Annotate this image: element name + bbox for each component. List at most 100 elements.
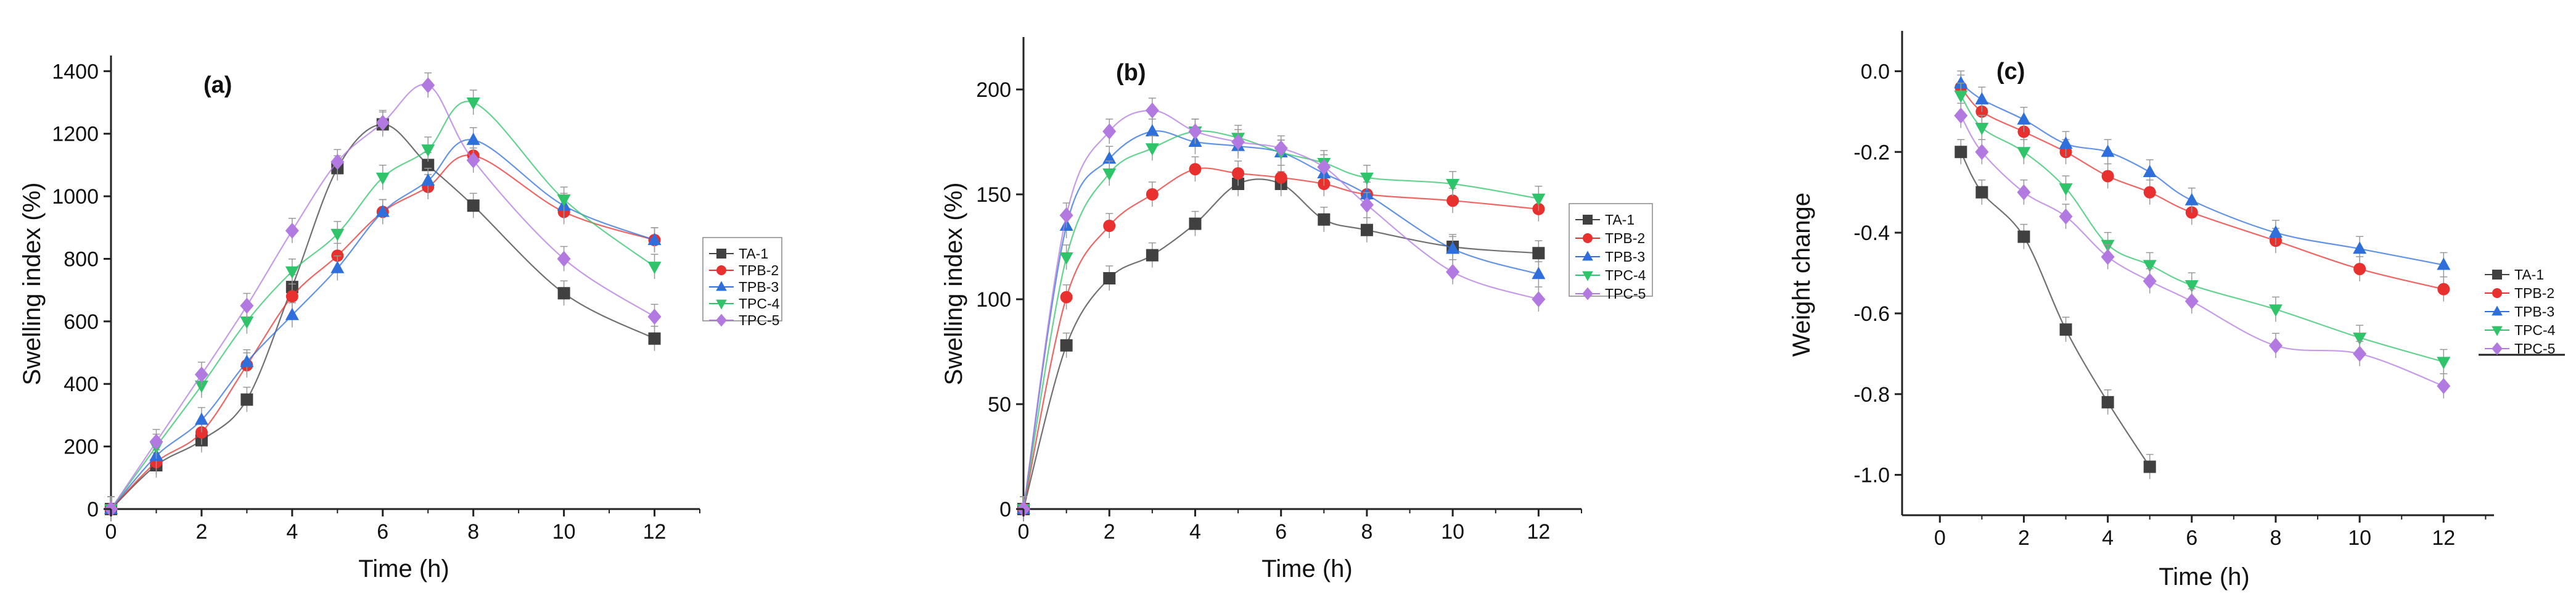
data-point-tpc-5 xyxy=(1532,291,1546,307)
y-tick-label: 1400 xyxy=(52,60,99,83)
panel-label-c: (c) xyxy=(1996,59,2025,85)
legend-marker xyxy=(716,313,727,327)
axes-c xyxy=(1901,31,2494,516)
legend-marker xyxy=(716,299,727,310)
data-point-ta-1 xyxy=(1146,249,1159,262)
legend-box-a xyxy=(702,237,782,321)
x-axis-label-c: Time (h) xyxy=(2159,563,2249,590)
x-tick-label: 2 xyxy=(195,520,207,544)
data-point-tpc-4 xyxy=(330,228,345,241)
x-tick-label: 10 xyxy=(1441,520,1464,544)
legend-marker xyxy=(716,265,726,275)
data-point-tpc-5 xyxy=(1446,263,1460,280)
data-point-ta-1 xyxy=(2101,396,2114,408)
legend-label-tpb-2: TPB-2 xyxy=(2514,285,2554,301)
data-point-tpb-3 xyxy=(375,204,390,217)
data-point-tpc-5 xyxy=(1975,144,1989,160)
y-tick-label: 200 xyxy=(64,436,99,459)
data-point-tpb-3 xyxy=(2184,193,2199,205)
data-point-tpb-3 xyxy=(1975,92,1989,105)
y-tick-label: -0.4 xyxy=(1853,222,1890,245)
y-axis-label-c: Weight change xyxy=(1788,193,1815,357)
y-tick-label: 1000 xyxy=(52,185,99,209)
data-point-tpb-3 xyxy=(2268,225,2283,238)
data-point-tpc-4 xyxy=(285,266,299,279)
data-point-tpb-3 xyxy=(1102,151,1117,164)
data-point-ta-1 xyxy=(2059,323,2072,336)
legend-label-tpb-2: TPB-2 xyxy=(1605,230,1645,246)
data-point-tpb-3 xyxy=(330,260,345,273)
y-tick-label: 1200 xyxy=(52,123,99,146)
data-point-tpb-3 xyxy=(421,173,435,186)
x-tick-label: 0 xyxy=(1934,526,1946,550)
data-point-ta-1 xyxy=(1318,213,1331,226)
data-point-tpb-3 xyxy=(2437,257,2451,270)
series-line-tpb-2 xyxy=(1960,86,2444,290)
data-point-tpc-4 xyxy=(2353,333,2367,346)
data-point-ta-1 xyxy=(1955,146,1967,159)
data-point-tpb-2 xyxy=(195,426,208,439)
x-tick-label: 4 xyxy=(286,520,298,544)
data-point-tpc-4 xyxy=(1975,123,1989,135)
data-point-tpc-5 xyxy=(1231,134,1245,150)
y-tick-label: 150 xyxy=(976,183,1011,207)
series-line-ta-1 xyxy=(1022,178,1539,510)
data-point-tpb-2 xyxy=(1189,163,1202,176)
legend-label-ta-1: TA-1 xyxy=(2514,267,2544,283)
data-point-tpc-5 xyxy=(149,434,163,450)
x-tick-label: 2 xyxy=(1104,520,1115,544)
data-point-tpc-5 xyxy=(2017,184,2031,201)
x-axis-label-b: Time (h) xyxy=(1261,555,1352,582)
data-point-tpc-4 xyxy=(1145,143,1159,156)
data-point-tpb-3 xyxy=(1954,76,1968,89)
y-tick-label: 0 xyxy=(87,498,99,521)
data-point-tpc-5 xyxy=(2101,249,2115,265)
legend-marker xyxy=(1583,215,1593,225)
data-point-tpb-2 xyxy=(1446,194,1459,207)
data-point-ta-1 xyxy=(1189,217,1202,230)
data-point-tpc-5 xyxy=(2059,208,2073,225)
data-point-tpb-2 xyxy=(1274,171,1287,184)
data-point-tpc-4 xyxy=(466,97,480,110)
axes-a xyxy=(110,56,700,510)
data-point-tpc-4 xyxy=(1102,168,1117,181)
data-point-tpc-4 xyxy=(1360,172,1374,185)
series-line-ta-1 xyxy=(1960,151,2151,468)
y-ticks-a: 0 200 400 600 800 1000 1200 1400 xyxy=(52,60,111,521)
data-point-tpc-4 xyxy=(375,172,390,185)
x-tick-label: 0 xyxy=(1018,520,1030,544)
data-point-tpc-4 xyxy=(421,144,435,157)
x-tick-label: 10 xyxy=(552,520,576,544)
x-tick-label: 0 xyxy=(105,520,117,544)
series-line-tpc-4 xyxy=(1960,95,2444,363)
data-point-tpb-2 xyxy=(1232,167,1245,180)
data-point-tpc-5 xyxy=(557,251,571,267)
legend-label-tpc-5: TPC-5 xyxy=(2514,341,2555,357)
data-point-tpc-5 xyxy=(2437,378,2451,394)
data-point-tpc-4 xyxy=(1532,193,1546,206)
y-tick-label: 200 xyxy=(976,78,1011,102)
y-tick-label: 600 xyxy=(64,310,99,334)
data-point-tpc-5 xyxy=(647,309,662,325)
data-point-tpc-4 xyxy=(2184,280,2199,293)
legend-b: TA-1 TPB-2 TPB-3 TPC-4 TPC-5 xyxy=(1569,203,1653,302)
legend-marker xyxy=(2492,342,2503,355)
data-point-ta-1 xyxy=(648,332,661,345)
data-point-tpb-3 xyxy=(2017,112,2031,125)
data-point-tpc-4 xyxy=(1059,252,1073,265)
y-tick-label: -0.2 xyxy=(1853,141,1890,164)
data-point-tpb-3 xyxy=(1446,241,1460,254)
data-point-tpc-4 xyxy=(2059,183,2073,196)
y-tick-label: -0.8 xyxy=(1853,383,1890,407)
legend-box-b xyxy=(1569,203,1653,297)
legend-marker xyxy=(2492,270,2502,280)
data-point-tpb-2 xyxy=(1060,291,1073,304)
data-point-tpc-5 xyxy=(240,297,254,314)
x-tick-label: 6 xyxy=(377,520,388,544)
x-tick-label: 12 xyxy=(643,520,667,544)
x-tick-label: 12 xyxy=(2432,526,2455,550)
y-ticks-b: 0 50 100 150 200 xyxy=(976,78,1023,521)
y-tick-label: -1.0 xyxy=(1853,464,1890,487)
